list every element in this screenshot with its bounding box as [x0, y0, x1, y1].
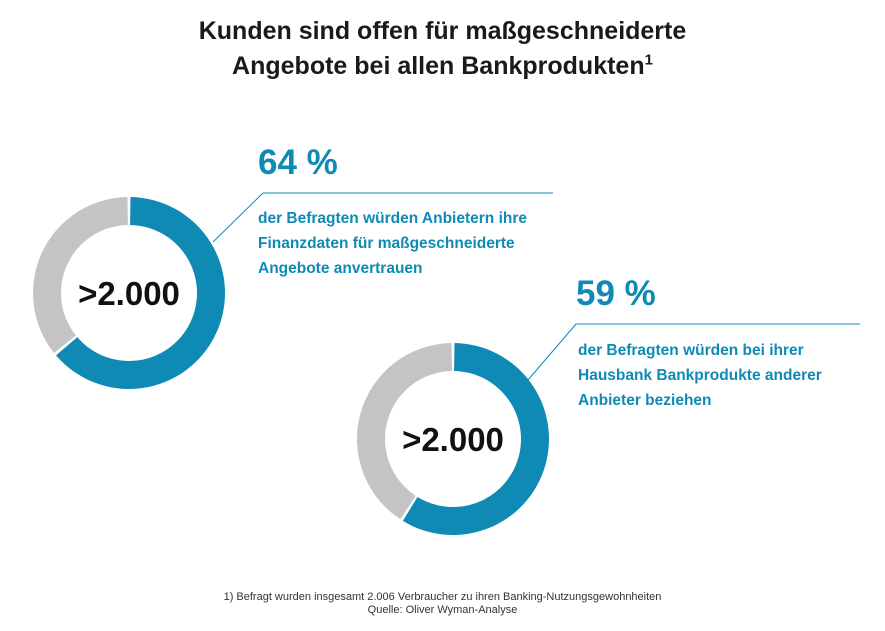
callout-2-line-2: Hausbank Bankprodukte anderer [578, 367, 822, 384]
donut-chart-2: >2.000 [357, 343, 549, 535]
chart-title: Kunden sind offen für maßgeschneiderte A… [0, 14, 885, 84]
footnote-text: 1) Befragt wurden insgesamt 2.006 Verbra… [223, 591, 662, 603]
donut-1-center-label: >2.000 [78, 275, 180, 312]
title-line-2-text: Angebote bei allen Bankprodukten [232, 52, 645, 80]
callout-1-diagonal [212, 192, 264, 243]
donut-2-center-label: >2.000 [402, 421, 504, 458]
callout-1-line-3: Angebote anvertrauen [258, 260, 423, 277]
callout-2-percent: 59 % [576, 274, 656, 313]
callout-2-line-1: der Befragten würden bei ihrer [578, 342, 804, 359]
footer: 1) Befragt wurden insgesamt 2.006 Verbra… [0, 591, 885, 617]
source-text: Quelle: Oliver Wyman-Analyse [367, 604, 518, 616]
callout-2-line-3: Anbieter beziehen [578, 392, 712, 409]
title-line-2: Angebote bei allen Bankprodukten1 [0, 49, 885, 84]
callout-1-line-1: der Befragten würden Anbietern ihre [258, 210, 527, 227]
donut-1-slice-remainder [32, 197, 128, 354]
donut-chart-2-svg: >2.000 [357, 343, 549, 535]
callout-2-diagonal [527, 323, 577, 381]
callout-1-description: der Befragten würden Anbietern ihre Fina… [258, 206, 527, 281]
callout-1-percent: 64 % [258, 143, 338, 182]
donut-2-slice-value [402, 343, 549, 535]
callout-1-line-2: Finanzdaten für maßgeschneiderte [258, 235, 515, 252]
title-footnote-mark: 1 [644, 51, 653, 69]
callout-2-description: der Befragten würden bei ihrer Hausbank … [578, 338, 822, 413]
title-line-1: Kunden sind offen für maßgeschneiderte [198, 17, 687, 45]
donut-2-slice-remainder [357, 343, 452, 520]
donut-chart-1: >2.000 [32, 197, 225, 389]
donut-chart-1-svg: >2.000 [32, 197, 225, 389]
donut-1-slice-value [56, 197, 225, 389]
